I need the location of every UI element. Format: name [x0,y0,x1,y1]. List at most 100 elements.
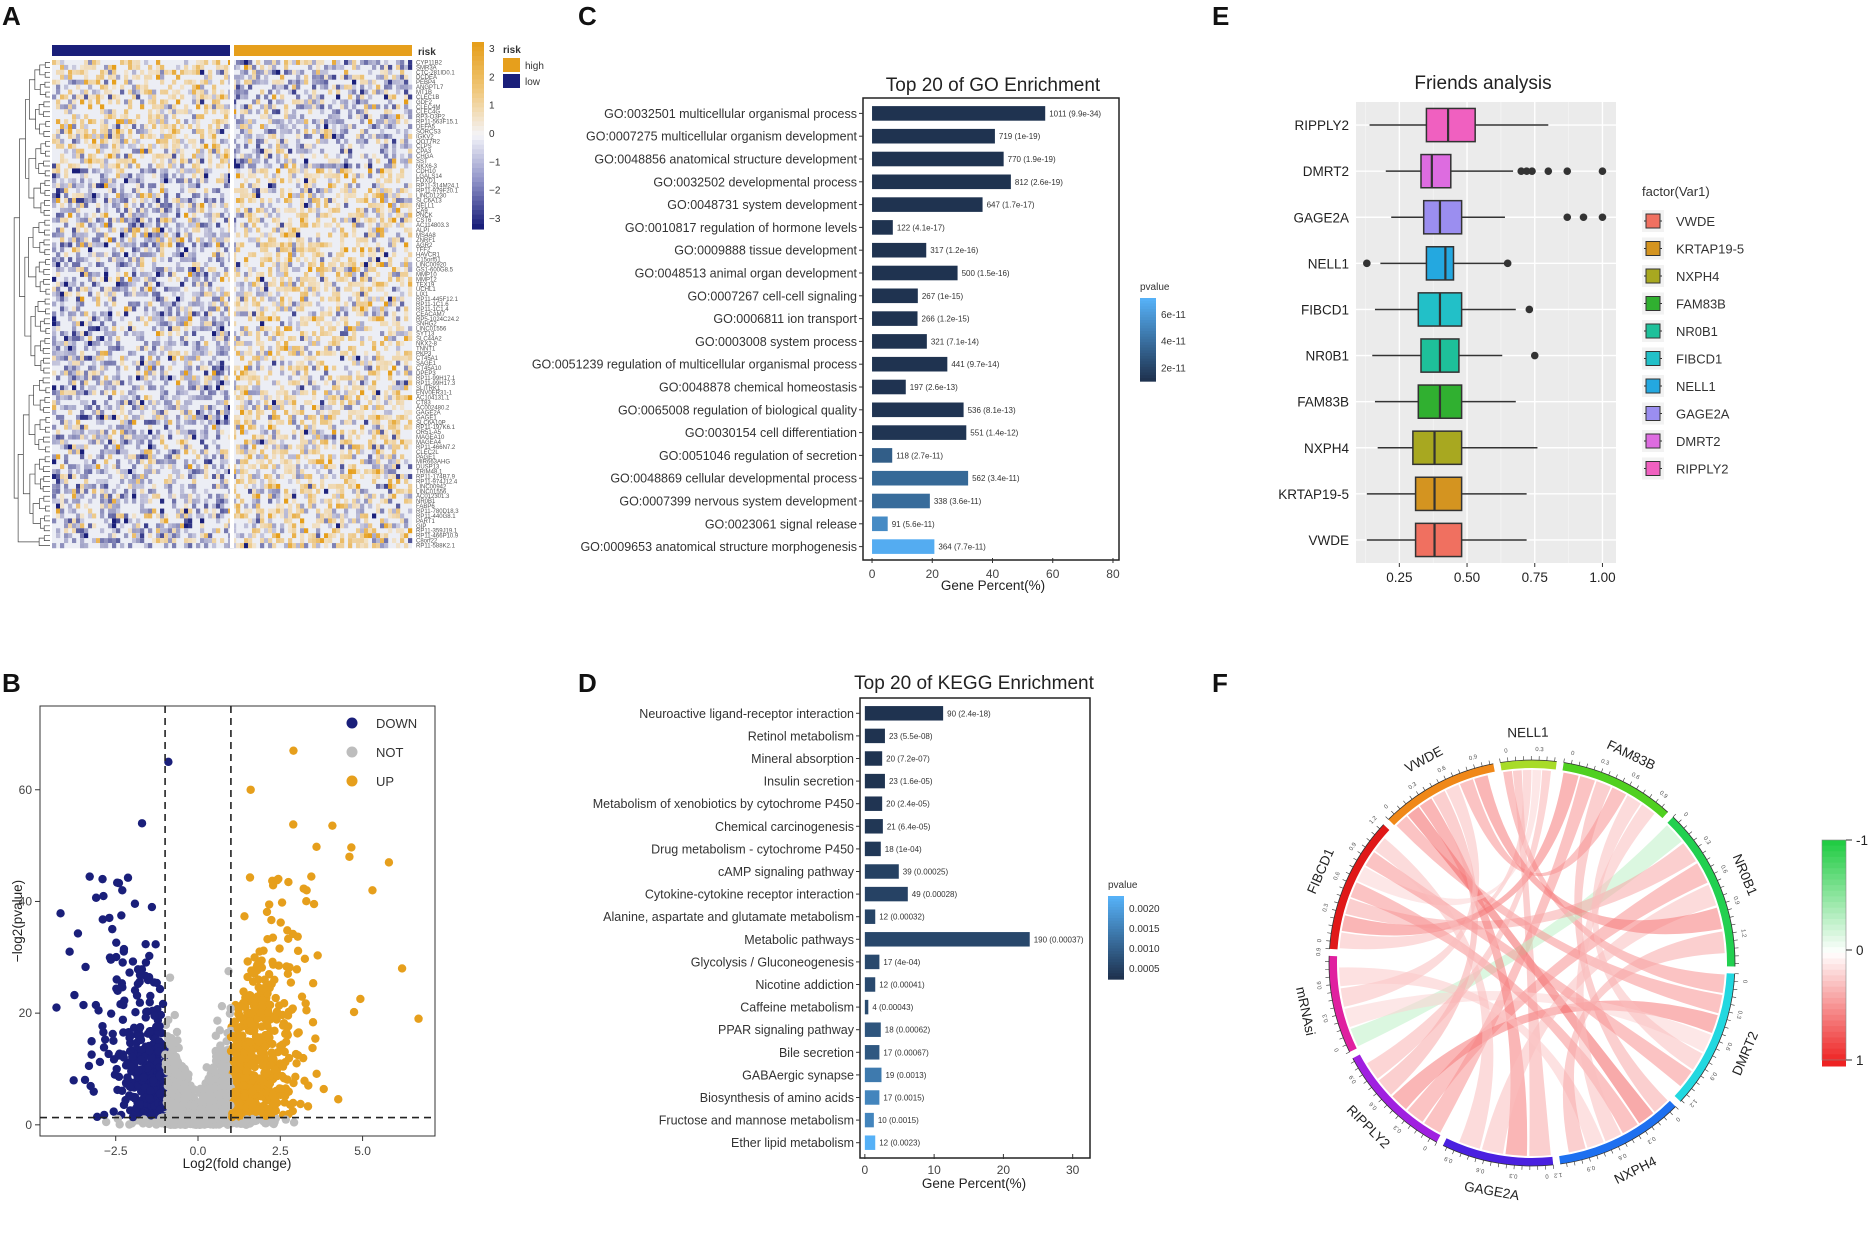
heatmap-cell [280,306,285,312]
heatmap-cell [344,158,349,164]
heatmap-cell [332,119,337,125]
heatmap-cell [116,163,121,169]
heatmap-cell [204,168,209,174]
heatmap-cell [328,434,333,440]
heatmap-cell [192,385,197,391]
heatmap-cell [52,409,57,416]
heatmap-cell [84,158,89,164]
heatmap-cell [320,94,325,100]
heatmap-cell [356,217,361,223]
heatmap-cell [392,390,397,396]
heatmap-cell [100,321,105,327]
heatmap-cell [84,74,89,80]
heatmap-cell [380,414,385,421]
heatmap-cell [196,301,201,307]
heatmap-cell [336,503,341,509]
heatmap-cell [344,326,349,332]
heatmap-cell [152,360,157,366]
heatmap-cell [272,109,277,115]
heatmap-cell [80,518,85,524]
heatmap-cell [216,94,221,100]
heatmap-cell [284,444,289,450]
heatmap-cell [388,193,393,199]
heatmap-cell [100,119,105,125]
dendrogram-branch [43,357,50,364]
heatmap-cell [316,119,321,125]
heatmap-cell [352,518,357,524]
heatmap-cell [64,207,69,214]
heatmap-cell [244,483,249,490]
heatmap-cell [200,271,205,278]
heatmap-cell [92,198,97,204]
heatmap-cell [76,84,81,90]
heatmap-cell [156,60,161,66]
heatmap-cell [384,414,389,421]
heatmap-cell [192,503,197,509]
heatmap-cell [72,232,77,238]
heatmap-cell [100,434,105,440]
heatmap-cell [280,434,285,440]
heatmap-cell [156,281,161,287]
heatmap-cell [276,449,281,455]
heatmap-cell [240,331,245,337]
heatmap-cell [72,133,77,140]
heatmap-cell [188,138,193,144]
heatmap-cell [52,202,57,209]
heatmap-cell [408,158,413,164]
heatmap-cell [72,498,77,504]
heatmap-cell [148,488,153,494]
heatmap-cell [260,138,265,144]
heatmap-cell [380,449,385,455]
heatmap-cell [128,143,133,149]
heatmap-cell [256,94,261,100]
heatmap-cell [100,449,105,455]
heatmap-cell [400,474,405,480]
heatmap-cell [96,464,101,470]
heatmap-cell [76,188,81,194]
heatmap-cell [64,350,69,356]
heatmap-cell [196,355,201,361]
heatmap-cell [280,222,285,228]
heatmap-cell [320,454,325,460]
heatmap-cell [268,459,273,465]
heatmap-cell [256,336,261,342]
heatmap-cell [324,124,329,130]
heatmap-cell [328,178,333,184]
heatmap-cell [72,375,77,381]
heatmap-cell [188,168,193,174]
heatmap-cell [192,419,197,425]
heatmap-cell [164,375,169,381]
heatmap-cell [188,321,193,327]
heatmap-cell [252,301,257,307]
heatmap-cell [348,89,353,95]
heatmap-cell [200,153,205,159]
heatmap-cell [208,153,213,159]
heatmap-cell [196,326,201,332]
dendrogram-branch [35,148,41,169]
heatmap-cell [304,336,309,342]
heatmap-cell [116,138,121,144]
heatmap-cell [320,498,325,504]
heatmap-cell [52,321,57,327]
heatmap-cell [92,281,97,287]
heatmap-cell [148,513,153,519]
heatmap-cell [236,296,241,302]
heatmap-cell [300,350,305,356]
heatmap-cell [328,158,333,164]
heatmap-cell [156,459,161,465]
heatmap-cell [356,183,361,189]
heatmap-cell [396,178,401,184]
heatmap-cell [388,133,393,140]
heatmap-cell [172,493,177,499]
heatmap-cell [108,449,113,455]
heatmap-cell [344,193,349,199]
heatmap-cell [360,153,365,159]
heatmap-cell [288,380,293,386]
heatmap-cell [168,429,173,435]
heatmap-cell [292,350,297,356]
heatmap-cell [368,252,373,258]
heatmap-cell [168,257,173,263]
heatmap-cell [208,301,213,307]
heatmap-cell [104,301,109,307]
heatmap-cell [376,227,381,233]
